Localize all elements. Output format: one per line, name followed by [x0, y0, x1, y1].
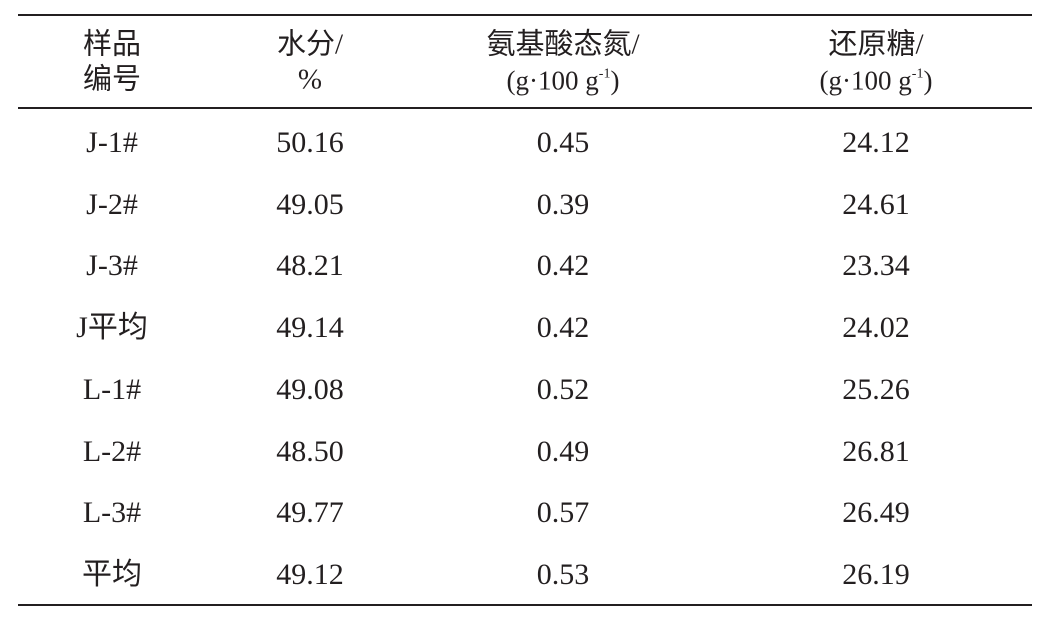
row-label: L-1# [82, 372, 142, 406]
table-cell: 24.61 [842, 187, 910, 221]
header-text: 还原糖/ [828, 28, 924, 61]
table-cell: 23.34 [842, 249, 910, 283]
header-text: 氨基酸态氮/ [486, 28, 640, 61]
unit-text: (g·100 g [506, 65, 599, 96]
table-cell: 0.49 [536, 434, 590, 468]
table-cell: 0.57 [536, 496, 590, 530]
unit-exponent: -1 [911, 66, 924, 82]
header-unit: (g·100 g-1) [506, 65, 620, 96]
table-cell: 49.77 [276, 496, 344, 530]
table-cell: 0.45 [536, 126, 590, 159]
unit-text: (g·100 g [819, 65, 912, 96]
table-cell: 26.81 [842, 434, 910, 468]
header-text: 编号 [82, 63, 142, 96]
header-unit: (g·100 g-1) [819, 65, 933, 96]
table-cell: 48.50 [276, 434, 344, 468]
row-label: J-1# [86, 126, 138, 159]
header-rule [18, 107, 1032, 109]
table-cell: 49.08 [276, 372, 344, 406]
header-text: % [297, 63, 323, 96]
table-cell: 0.42 [536, 311, 590, 345]
table-cell: 48.21 [276, 249, 344, 283]
header-text: 样品 [82, 28, 142, 61]
table-cell: 26.19 [842, 557, 910, 591]
row-label: L-2# [82, 434, 142, 468]
table-cell: 0.39 [536, 187, 590, 221]
unit-text: ) [923, 65, 933, 96]
unit-text: ) [610, 65, 620, 96]
table-cell: 0.53 [536, 557, 590, 591]
row-label: J-3# [86, 249, 138, 283]
row-label: J-2# [86, 187, 138, 221]
table-cell: 49.12 [276, 557, 344, 591]
row-label: 平均 [82, 557, 142, 591]
table-cell: 0.42 [536, 249, 590, 283]
table-cell: 0.52 [536, 372, 590, 406]
table-cell: 50.16 [276, 126, 344, 159]
bottom-rule [18, 604, 1032, 606]
table-cell: 49.14 [276, 311, 344, 345]
top-rule [18, 14, 1032, 16]
row-label: J平均 [76, 311, 148, 345]
table-cell: 24.02 [842, 311, 910, 345]
row-label: L-3# [82, 496, 142, 530]
table-cell: 24.12 [842, 126, 910, 159]
unit-exponent: -1 [598, 66, 611, 82]
table-cell: 49.05 [276, 187, 344, 221]
table-cell: 25.26 [842, 372, 910, 406]
header-text: 水分/ [276, 28, 344, 61]
table-cell: 26.49 [842, 496, 910, 530]
